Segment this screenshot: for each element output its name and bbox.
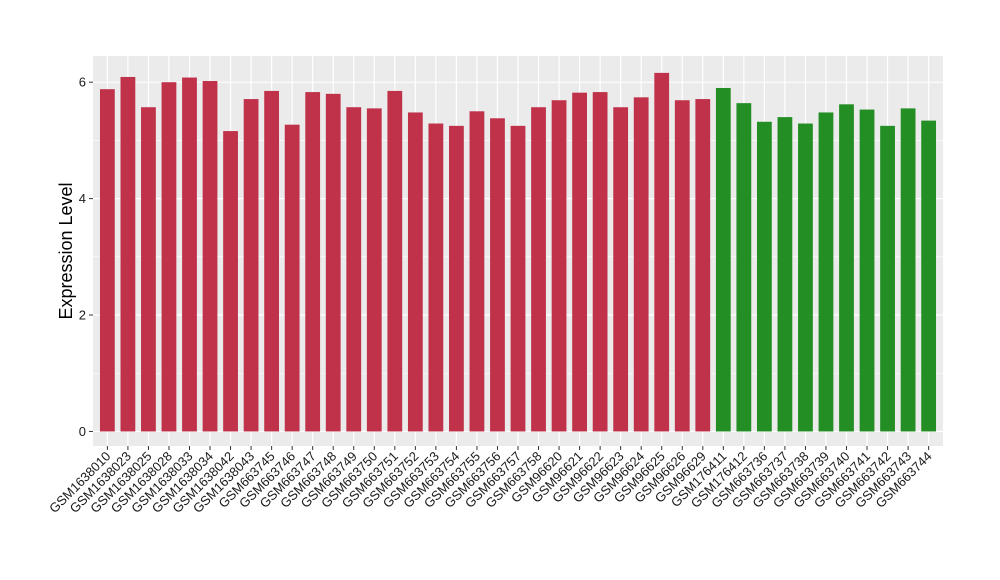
bar-GSM663746 bbox=[284, 124, 300, 432]
bar-GSM1638043 bbox=[243, 99, 259, 432]
bar-GSM663747 bbox=[305, 92, 321, 432]
bar-GSM663753 bbox=[428, 123, 444, 432]
bar-GSM663754 bbox=[449, 125, 464, 432]
bar-GSM663752 bbox=[407, 112, 423, 432]
bar-GSM663758 bbox=[531, 107, 546, 432]
bar-GSM663737 bbox=[777, 117, 793, 432]
bar-GSM663755 bbox=[469, 111, 485, 432]
bar-GSM663741 bbox=[859, 109, 875, 432]
x-axis: GSM1638010GSM1638023GSM1638025GSM1638028… bbox=[46, 446, 935, 516]
bar-GSM96629 bbox=[695, 99, 711, 432]
bar-GSM663740 bbox=[839, 104, 854, 432]
bar-GSM663749 bbox=[346, 107, 362, 432]
bar-GSM663738 bbox=[798, 123, 813, 432]
bar-GSM96623 bbox=[613, 107, 629, 432]
bar-GSM663743 bbox=[900, 108, 916, 432]
bar-GSM1638025 bbox=[141, 107, 156, 432]
bar-GSM96625 bbox=[654, 72, 670, 432]
bar-GSM96620 bbox=[551, 100, 567, 432]
bar-GSM1638034 bbox=[202, 81, 218, 432]
bar-GSM1638010 bbox=[99, 89, 115, 432]
y-tick-label: 0 bbox=[79, 424, 86, 439]
bar-GSM663736 bbox=[756, 121, 772, 432]
bar-GSM96624 bbox=[633, 97, 649, 432]
y-tick-label: 6 bbox=[79, 75, 86, 90]
y-tick-label: 2 bbox=[79, 308, 86, 323]
bar-GSM1638028 bbox=[161, 82, 177, 432]
bar-GSM1638023 bbox=[120, 76, 136, 432]
bar-GSM663751 bbox=[387, 90, 403, 432]
bar-GSM96621 bbox=[572, 92, 587, 432]
bar-GSM663742 bbox=[880, 125, 895, 432]
y-tick-label: 4 bbox=[79, 191, 86, 206]
y-axis-title: Expression Level bbox=[56, 182, 76, 319]
bar-GSM96622 bbox=[592, 92, 608, 432]
bars bbox=[99, 72, 937, 432]
y-axis: 0 2 4 6 bbox=[79, 75, 93, 439]
bar-GSM663748 bbox=[325, 93, 341, 432]
bar-GSM96626 bbox=[674, 100, 690, 432]
bar-GSM663757 bbox=[510, 125, 526, 432]
bar-GSM663745 bbox=[264, 90, 280, 432]
bar-GSM663739 bbox=[818, 112, 834, 432]
bar-GSM1638033 bbox=[182, 77, 197, 432]
bar-GSM663750 bbox=[366, 108, 382, 432]
bar-GSM663744 bbox=[921, 120, 937, 432]
bar-GSM176411 bbox=[715, 88, 731, 432]
bar-GSM663756 bbox=[490, 118, 505, 432]
bar-GSM176412 bbox=[736, 103, 752, 432]
bar-GSM1638042 bbox=[223, 131, 238, 432]
